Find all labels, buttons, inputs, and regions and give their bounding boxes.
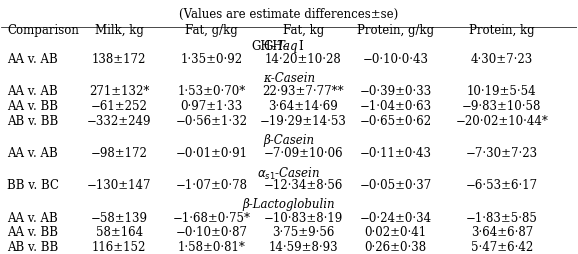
Text: −6·53±6·17: −6·53±6·17 xyxy=(466,179,538,192)
Text: −0·39±0·33: −0·39±0·33 xyxy=(360,85,432,98)
Text: AB v. BB: AB v. BB xyxy=(7,115,58,128)
Text: 4·30±7·23: 4·30±7·23 xyxy=(470,53,533,66)
Text: −0·01±0·91: −0·01±0·91 xyxy=(175,147,247,160)
Text: 1·53±0·70*: 1·53±0·70* xyxy=(177,85,246,98)
Text: 0·97±1·33: 0·97±1·33 xyxy=(180,100,242,113)
Text: 271±132*: 271±132* xyxy=(89,85,150,98)
Text: (Values are estimate differences±se): (Values are estimate differences±se) xyxy=(179,8,399,21)
Text: β-Lactoglobulin: β-Lactoglobulin xyxy=(243,198,335,212)
Text: −0·24±0·34: −0·24±0·34 xyxy=(360,212,432,225)
Text: 14·59±8·93: 14·59±8·93 xyxy=(269,241,338,254)
Text: −19·29±14·53: −19·29±14·53 xyxy=(260,115,347,128)
Text: 1·58±0·81*: 1·58±0·81* xyxy=(177,241,245,254)
Text: 0·02±0·41: 0·02±0·41 xyxy=(364,226,427,240)
Text: AA v. AB: AA v. AB xyxy=(7,147,58,160)
Text: BB v. BC: BB v. BC xyxy=(7,179,59,192)
Text: 138±172: 138±172 xyxy=(92,53,146,66)
Text: −7·09±10·06: −7·09±10·06 xyxy=(264,147,343,160)
Text: −0·11±0·43: −0·11±0·43 xyxy=(360,147,431,160)
Text: GH–: GH– xyxy=(251,40,277,53)
Text: −98±172: −98±172 xyxy=(91,147,148,160)
Text: GH–: GH– xyxy=(264,40,289,53)
Text: AA v. AB: AA v. AB xyxy=(7,85,58,98)
Text: AB v. BB: AB v. BB xyxy=(7,241,58,254)
Text: 10·19±5·54: 10·19±5·54 xyxy=(467,85,536,98)
Text: Milk, kg: Milk, kg xyxy=(95,24,144,37)
Text: 3·64±14·69: 3·64±14·69 xyxy=(269,100,338,113)
Text: −130±147: −130±147 xyxy=(87,179,151,192)
Text: 116±152: 116±152 xyxy=(92,241,146,254)
Text: −1·07±0·78: −1·07±0·78 xyxy=(175,179,247,192)
Text: 14·20±10·28: 14·20±10·28 xyxy=(265,53,342,66)
Text: −332±249: −332±249 xyxy=(87,115,151,128)
Text: I: I xyxy=(298,40,303,53)
Text: −12·34±8·56: −12·34±8·56 xyxy=(264,179,343,192)
Text: Protein, g/kg: Protein, g/kg xyxy=(357,24,434,37)
Text: −61±252: −61±252 xyxy=(91,100,148,113)
Text: β-Casein: β-Casein xyxy=(264,134,314,147)
Text: Protein, kg: Protein, kg xyxy=(469,24,535,37)
Text: κ-Casein: κ-Casein xyxy=(263,72,315,85)
Text: −1·04±0·63: −1·04±0·63 xyxy=(360,100,432,113)
Text: 1·35±0·92: 1·35±0·92 xyxy=(180,53,242,66)
Text: 58±164: 58±164 xyxy=(96,226,143,240)
Text: −0·65±0·62: −0·65±0·62 xyxy=(360,115,432,128)
Text: AA v. BB: AA v. BB xyxy=(7,226,58,240)
Text: −1·83±5·85: −1·83±5·85 xyxy=(466,212,538,225)
Text: −1·68±0·75*: −1·68±0·75* xyxy=(172,212,250,225)
Text: Fat, g/kg: Fat, g/kg xyxy=(185,24,238,37)
Text: −10·83±8·19: −10·83±8·19 xyxy=(264,212,343,225)
Text: −7·30±7·23: −7·30±7·23 xyxy=(466,147,538,160)
Text: AA v. BB: AA v. BB xyxy=(7,100,58,113)
Text: 22·93±7·77**: 22·93±7·77** xyxy=(262,85,344,98)
Text: −0·10·0·43: −0·10·0·43 xyxy=(362,53,428,66)
Text: −20·02±10·44*: −20·02±10·44* xyxy=(455,115,549,128)
Text: Comparison: Comparison xyxy=(7,24,79,37)
Text: AA v. AB: AA v. AB xyxy=(7,212,58,225)
Text: Fat, kg: Fat, kg xyxy=(283,24,324,37)
Text: 3·75±9·56: 3·75±9·56 xyxy=(272,226,335,240)
Text: −0·05±0·37: −0·05±0·37 xyxy=(360,179,432,192)
Text: $\alpha_{s1}$-Casein: $\alpha_{s1}$-Casein xyxy=(257,166,321,182)
Text: −9·83±10·58: −9·83±10·58 xyxy=(462,100,542,113)
Text: 0·26±0·38: 0·26±0·38 xyxy=(364,241,427,254)
Text: 3·64±6·87: 3·64±6·87 xyxy=(470,226,533,240)
Text: 5·47±6·42: 5·47±6·42 xyxy=(470,241,533,254)
Text: Taq: Taq xyxy=(277,40,298,53)
Text: −58±139: −58±139 xyxy=(91,212,148,225)
Text: −0·10±0·87: −0·10±0·87 xyxy=(175,226,247,240)
Text: −0·56±1·32: −0·56±1·32 xyxy=(175,115,247,128)
Text: AA v. AB: AA v. AB xyxy=(7,53,58,66)
